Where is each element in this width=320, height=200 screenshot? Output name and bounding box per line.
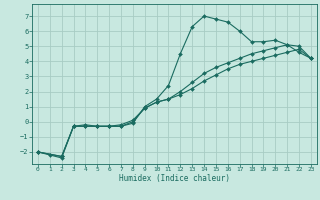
X-axis label: Humidex (Indice chaleur): Humidex (Indice chaleur) <box>119 174 230 183</box>
